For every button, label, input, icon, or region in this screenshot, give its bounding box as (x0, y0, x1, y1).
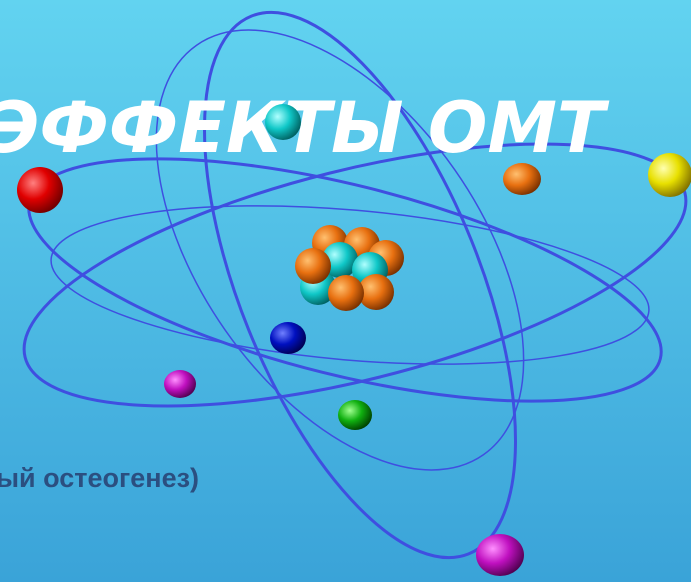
electron (270, 322, 306, 354)
slide-text: ый остеогенез) (0, 463, 199, 493)
electron (265, 104, 301, 140)
electron (648, 153, 691, 197)
electron (503, 163, 541, 195)
slide-title: ЭФФЕКТЫ ОМТ (0, 87, 610, 169)
nucleon (328, 275, 364, 311)
slide: ЭФФЕКТЫ ОМТ ый остеогенез) (0, 0, 691, 582)
electron (476, 534, 524, 576)
electron (338, 400, 372, 430)
electron (164, 370, 196, 398)
electron (17, 167, 63, 213)
nucleon (295, 248, 331, 284)
